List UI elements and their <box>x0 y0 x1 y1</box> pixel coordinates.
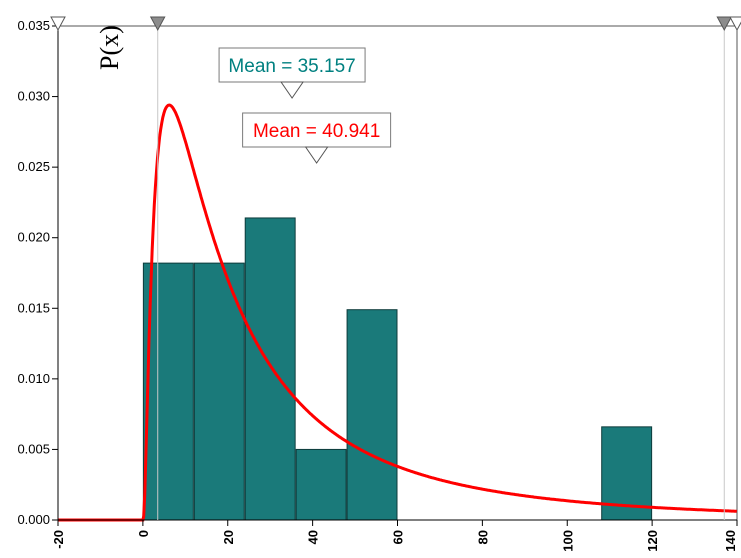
histogram-bars <box>142 217 653 521</box>
y-axis-label: P(x) <box>95 25 124 70</box>
y-tick-label: 0.010 <box>17 371 50 386</box>
mean-annotations: Mean = 35.157 Mean = 40.941 <box>218 47 392 164</box>
fitted-curve <box>58 103 737 522</box>
histogram-bar <box>295 448 347 521</box>
y-tick-label: 0.000 <box>17 512 50 527</box>
mean-annotation-data: Mean = 40.941 <box>242 112 392 164</box>
y-tick-label: 0.035 <box>17 18 50 33</box>
x-tick-label: 0 <box>136 530 151 537</box>
y-tick-label: 0.020 <box>17 230 50 245</box>
mean-label: Mean = 35.157 <box>228 56 355 77</box>
right-range-marker <box>716 16 733 32</box>
range-markers[interactable] <box>50 16 741 520</box>
histogram-bar <box>244 217 296 521</box>
mean-annotation-fit: Mean = 35.157 <box>218 47 366 99</box>
left-range-marker <box>149 16 166 32</box>
y-tick-label: 0.005 <box>17 441 50 456</box>
x-tick-label: -20 <box>51 530 66 549</box>
mean-pointer <box>304 146 329 164</box>
plot-frame <box>58 25 738 520</box>
annotation-box <box>218 47 366 83</box>
x-tick-label: 20 <box>221 530 236 544</box>
x-tick-label: 100 <box>560 530 575 552</box>
y-tick-label: 0.015 <box>17 300 50 315</box>
axis-start-marker <box>50 16 66 32</box>
lognormal-curve <box>58 103 737 522</box>
y-tick-label: 0.030 <box>17 89 50 104</box>
mean-label: Mean = 40.941 <box>253 121 380 142</box>
x-tick-label: 140 <box>723 530 738 552</box>
axes: 0.000 0.005 0.010 0.015 0.020 0.025 0.030 0.035… <box>17 18 738 552</box>
x-tick-label: 40 <box>306 530 321 544</box>
y-tick-label: 0.025 <box>17 159 50 174</box>
x-tick-label: 120 <box>645 530 660 552</box>
x-tick-label: 80 <box>475 530 490 544</box>
mean-pointer <box>280 81 305 99</box>
x-tick-label: 60 <box>391 530 406 544</box>
histogram-bar <box>346 309 398 521</box>
histogram-bar <box>142 262 194 521</box>
